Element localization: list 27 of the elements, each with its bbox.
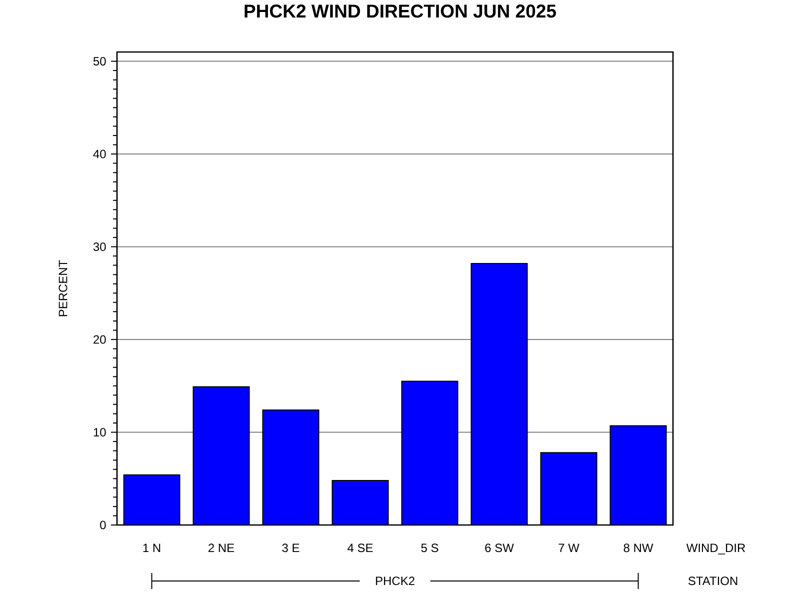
bar — [332, 480, 388, 525]
x-tick-label: 2 NE — [208, 544, 234, 552]
bar — [540, 452, 597, 525]
x-tick-label: 5 S — [421, 544, 438, 552]
y-tick-label: 40 — [93, 150, 106, 158]
x-tick-label: 8 NW — [624, 544, 654, 552]
y-axis-title: PERCENT — [58, 260, 68, 316]
bar — [471, 263, 528, 525]
text: STATION — [688, 576, 738, 586]
y-tick-label: 50 — [93, 57, 106, 66]
y-tick-label: 0 — [100, 520, 106, 530]
bar — [193, 386, 250, 525]
bar — [262, 410, 319, 525]
x-tick-label: 1 N — [143, 544, 160, 552]
bar — [610, 425, 667, 525]
y-tick-label: 30 — [93, 242, 106, 252]
text: PHCK2 — [376, 576, 414, 586]
bar — [124, 474, 180, 525]
chart-title: PHCK2 WIND DIRECTION JUN 2025 — [244, 4, 556, 18]
x-tick-label: 7 W — [558, 544, 580, 552]
x-tick-label: 6 SW — [485, 544, 514, 552]
x-tick-label: 3 E — [282, 544, 300, 552]
bar — [402, 381, 458, 525]
y-tick-label: 10 — [94, 428, 106, 437]
x-axis-title: WIND_DIR — [686, 544, 746, 554]
x-tick-label: 4 SE — [348, 544, 373, 552]
y-tick-label: 20 — [94, 335, 106, 344]
